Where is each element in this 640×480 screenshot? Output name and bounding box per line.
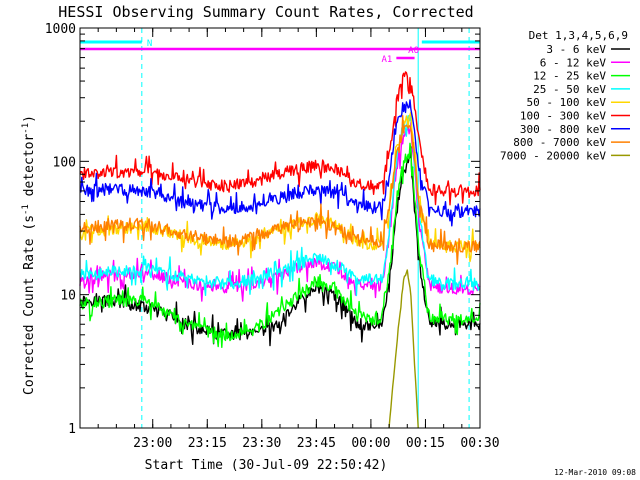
x-tick-label: 23:45 [297,436,336,451]
y-tick-label: 1000 [45,22,76,37]
series-line [79,142,481,348]
y-label-part: ) [22,115,37,123]
legend-entry: 100 - 300 keV [520,110,606,123]
svg-text:Corrected Count Rate (s-1 dete: Corrected Count Rate (s-1 detector-1) [21,115,37,395]
marker-label: AO [408,46,419,56]
x-tick-label: 00:00 [351,436,390,451]
legend-entry: 50 - 100 keV [527,96,607,109]
y-label-part: Corrected Count Rate (s [22,215,37,395]
x-tick-label: 00:30 [460,436,499,451]
legend-entry: 3 - 6 keV [546,43,606,56]
y-label-superscript: -1 [21,123,31,134]
y-tick-label: 100 [53,155,76,170]
legend-entry: 6 - 12 keV [540,56,607,69]
legend-entry: 300 - 800 keV [520,123,606,136]
chart-title: HESSI Observing Summary Count Rates, Cor… [58,3,473,21]
x-tick-label: 00:15 [406,436,445,451]
series-line [79,115,481,265]
legend-entry: 12 - 25 keV [533,70,606,83]
x-tick-label: 23:15 [188,436,227,451]
axes: 1 10 100 1000 23:00 23:15 23:30 23:45 00:00 00:15… [45,22,500,451]
x-tick-label: 23:30 [242,436,281,451]
marker-label: N [147,39,152,49]
marker-label: A1 [382,55,393,65]
legend-entry: 25 - 50 keV [533,83,606,96]
y-tick-label: 10 [60,289,76,304]
x-tick-label: 23:00 [133,436,172,451]
y-tick-label: 1 [68,422,76,437]
series-line [388,269,419,429]
series-line [79,99,481,227]
legend-title: Det 1,3,4,5,6,9 [529,29,628,42]
y-label-part: detector [22,134,37,205]
legend-entry: 7000 - 20000 keV [500,149,606,162]
y-label-superscript: -1 [21,204,31,215]
series-line [79,71,481,206]
y-axis-label: Corrected Count Rate (s-1 detector-1) [21,115,37,395]
plot-area: N AO A1 [79,28,481,429]
legend-entry: 800 - 7000 keV [513,136,606,149]
x-axis-label: Start Time (30-Jul-09 22:50:42) [145,458,388,473]
footer-timestamp: 12-Mar-2010 09:08 [554,468,636,477]
